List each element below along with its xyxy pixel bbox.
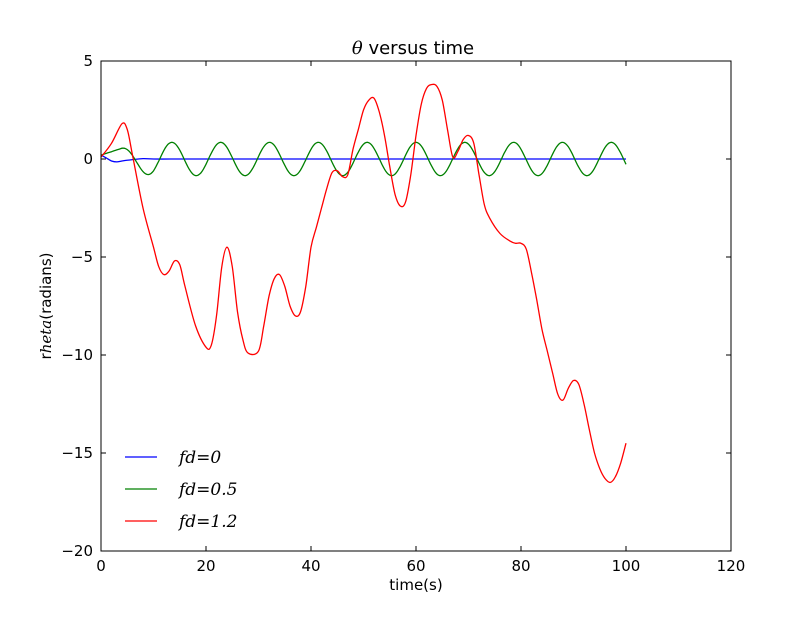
ticks-layer: 0 20 40 60 80 100 120 5 0 −5 −10 −15 −20: [61, 52, 745, 575]
x-tick-label: 0: [96, 557, 106, 575]
series-layer: [100, 83, 627, 484]
x-tick-label: 80: [511, 557, 530, 575]
series-line-2: [100, 83, 627, 484]
chart-title-rest: versus time: [363, 38, 474, 59]
x-tick-label: 120: [717, 557, 746, 575]
legend: fd=0 fd=0.5 fd=1.2: [125, 448, 237, 532]
x-tick-label: 100: [612, 557, 641, 575]
legend-label-0: fd=0: [177, 448, 221, 468]
series-line-0: [100, 154, 626, 163]
y-tick-label: −20: [61, 542, 93, 560]
legend-label-2: fd=1.2: [177, 512, 237, 532]
x-tick-label: 40: [301, 557, 320, 575]
y-tick-label: −5: [71, 248, 93, 266]
y-axis-label: rheta(radians): [37, 253, 55, 360]
legend-label-1: fd=0.5: [177, 480, 237, 500]
y-tick-label: 0: [83, 150, 93, 168]
y-tick-label: −10: [61, 346, 93, 364]
y-tick-label: 5: [83, 52, 93, 70]
y-axis-label-prefix: r: [37, 352, 55, 359]
chart-title: θ versus time: [352, 38, 474, 59]
y-axis-label-suffix: (radians): [37, 253, 55, 320]
series-line-1: [100, 141, 627, 177]
x-axis-label: time(s): [389, 576, 442, 594]
x-tick-label: 20: [196, 557, 215, 575]
y-axis-label-italic: heta: [37, 320, 55, 354]
x-tick-label: 60: [406, 557, 425, 575]
chart-title-symbol: θ: [352, 38, 363, 59]
y-tick-label: −15: [61, 444, 93, 462]
